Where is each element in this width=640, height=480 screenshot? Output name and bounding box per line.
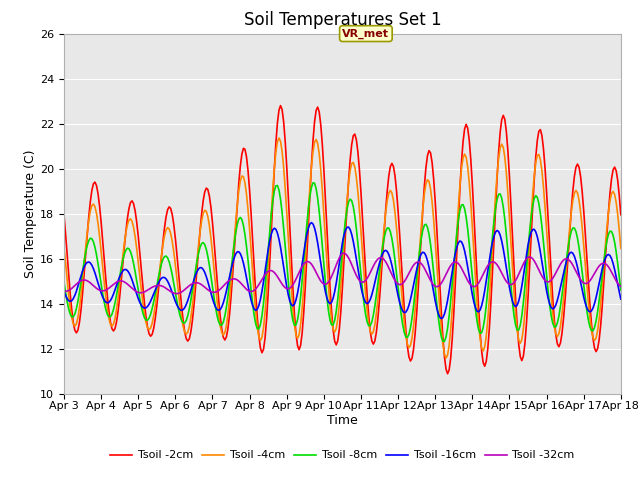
Tsoil -32cm	[552, 270, 559, 276]
Tsoil -32cm	[617, 284, 625, 289]
Tsoil -4cm	[410, 323, 417, 329]
Tsoil -16cm	[76, 278, 83, 284]
Tsoil -4cm	[552, 331, 559, 337]
Tsoil -32cm	[340, 250, 348, 256]
Y-axis label: Soil Temperature (C): Soil Temperature (C)	[24, 149, 37, 278]
Tsoil -16cm	[397, 305, 405, 311]
Tsoil -2cm	[552, 332, 559, 338]
Tsoil -2cm	[444, 371, 451, 377]
Tsoil -32cm	[173, 291, 180, 297]
Line: Tsoil -16cm: Tsoil -16cm	[64, 223, 621, 319]
Tsoil -8cm	[397, 312, 405, 317]
Text: VR_met: VR_met	[342, 28, 389, 39]
Tsoil -4cm	[442, 355, 450, 361]
Tsoil -2cm	[617, 212, 625, 217]
Tsoil -32cm	[76, 279, 83, 285]
Tsoil -2cm	[164, 207, 172, 213]
Tsoil -4cm	[164, 225, 172, 230]
Tsoil -2cm	[379, 252, 387, 258]
Title: Soil Temperatures Set 1: Soil Temperatures Set 1	[244, 11, 441, 29]
Tsoil -8cm	[379, 244, 387, 250]
Tsoil -32cm	[399, 280, 406, 286]
Tsoil -16cm	[308, 220, 316, 226]
Tsoil -16cm	[552, 302, 559, 308]
Tsoil -8cm	[309, 180, 317, 186]
Tsoil -2cm	[60, 212, 68, 217]
Tsoil -2cm	[397, 256, 405, 262]
Tsoil -8cm	[410, 303, 417, 309]
Tsoil -8cm	[552, 324, 559, 330]
Tsoil -4cm	[379, 242, 387, 248]
Tsoil -16cm	[379, 251, 387, 256]
Tsoil -8cm	[164, 255, 172, 261]
Line: Tsoil -32cm: Tsoil -32cm	[64, 253, 621, 294]
Line: Tsoil -8cm: Tsoil -8cm	[64, 183, 621, 341]
Tsoil -16cm	[617, 296, 625, 302]
Tsoil -4cm	[60, 244, 68, 250]
Tsoil -4cm	[76, 305, 83, 311]
Tsoil -4cm	[617, 245, 625, 251]
Tsoil -16cm	[410, 282, 417, 288]
Tsoil -2cm	[276, 103, 284, 108]
Tsoil -32cm	[164, 287, 172, 292]
Tsoil -4cm	[275, 135, 283, 141]
Line: Tsoil -4cm: Tsoil -4cm	[64, 138, 621, 358]
Tsoil -32cm	[60, 288, 68, 294]
Tsoil -8cm	[60, 279, 68, 285]
Tsoil -8cm	[76, 289, 83, 295]
Tsoil -2cm	[410, 347, 417, 352]
Tsoil -8cm	[617, 287, 625, 293]
Tsoil -32cm	[380, 257, 388, 263]
Tsoil -16cm	[438, 316, 445, 322]
Legend: Tsoil -2cm, Tsoil -4cm, Tsoil -8cm, Tsoil -16cm, Tsoil -32cm: Tsoil -2cm, Tsoil -4cm, Tsoil -8cm, Tsoi…	[106, 446, 579, 465]
Tsoil -32cm	[412, 261, 419, 266]
Tsoil -16cm	[60, 288, 68, 294]
Tsoil -2cm	[76, 319, 83, 325]
Tsoil -4cm	[397, 284, 405, 290]
Tsoil -16cm	[164, 278, 172, 284]
Line: Tsoil -2cm: Tsoil -2cm	[64, 106, 621, 374]
X-axis label: Time: Time	[327, 414, 358, 427]
Tsoil -8cm	[439, 338, 447, 344]
